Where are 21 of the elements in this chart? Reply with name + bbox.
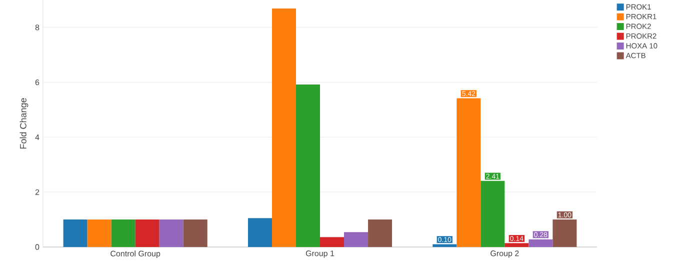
bar [111, 220, 136, 247]
bar [248, 218, 272, 247]
x-tick-label: Group 2 [490, 250, 519, 258]
bar [87, 220, 112, 247]
y-tick-label: 0 [35, 244, 40, 250]
y-tick-label: 6 [35, 80, 40, 86]
x-tick-label: Group 1 [306, 250, 334, 258]
bar [296, 84, 320, 247]
bar [368, 220, 392, 247]
bar [63, 220, 88, 247]
bar [183, 220, 208, 247]
x-tick-label: Control Group [110, 250, 160, 258]
bar [320, 237, 344, 247]
y-tick-label: 8 [35, 24, 40, 30]
y-tick-label: 2 [35, 189, 40, 195]
bar [344, 232, 368, 247]
bar [272, 8, 296, 247]
y-tick-label: 4 [35, 134, 40, 140]
bar [159, 220, 184, 247]
y-axis-title: Fold Change [20, 98, 28, 149]
bar [135, 220, 160, 247]
